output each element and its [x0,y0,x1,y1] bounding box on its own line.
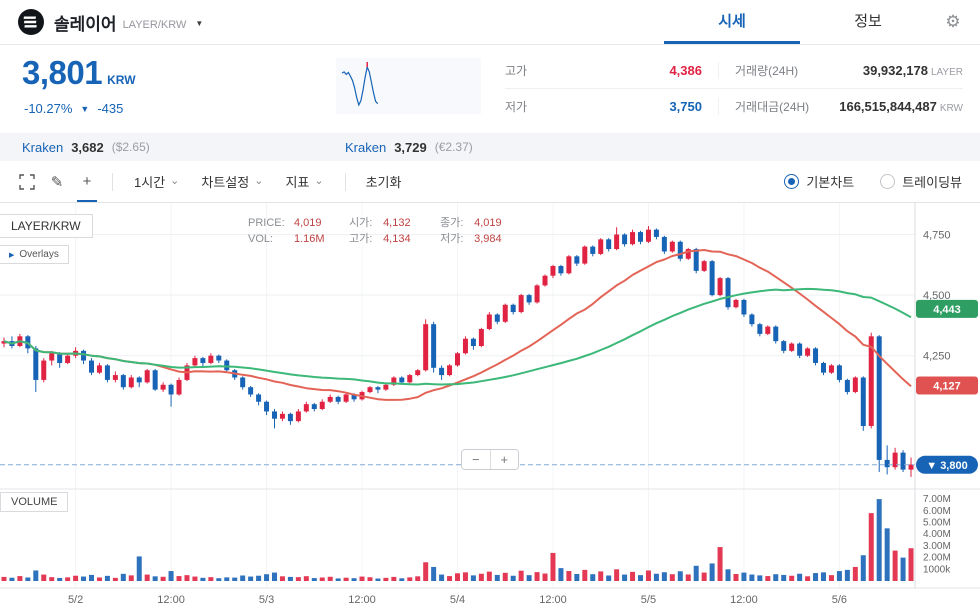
svg-text:6.00M: 6.00M [923,506,951,517]
tab-price[interactable]: 시세 [664,0,800,44]
price-summary: 3,801 KRW -10.27% ▼ -435 고가 4,386 거래량(24… [0,44,980,133]
svg-text:5.00M: 5.00M [923,518,951,529]
change-amount: -435 [97,101,124,116]
svg-text:5/2: 5/2 [68,594,83,606]
tradingview-radio[interactable]: 트레이딩뷰 [880,172,962,191]
pencil-icon: ✎ [50,173,64,191]
coin-name: 솔레이어 [54,14,117,34]
stat-low: 저가 3,750 [505,98,719,115]
price-chart-canvas[interactable]: 5/2 12:00 5/3 12:00 5/4 12:00 5/5 12:00 5/6 4,750… [0,203,980,611]
caret-down-icon: ▼ [195,18,204,28]
gear-icon: ⚙ [945,12,961,31]
chart-toolbar: ✎ + 1시간 ⌄ 차트설정 ⌄ 지표 ⌄ 초기화 기본차트 트레이딩뷰 [0,161,980,203]
tab-info[interactable]: 정보 [854,13,882,30]
plus-icon: + [82,173,92,190]
reference-price-bar: Kraken 3,682 ($2.65) Kraken 3,729 (€2.37… [0,133,980,161]
top-bar: 솔레이어 LAYER/KRW ▼ 시세 정보 ⚙ [0,0,980,45]
svg-text:4,443: 4,443 [933,304,961,316]
indicators-dropdown[interactable]: 지표 ⌄ [285,174,324,191]
header-tabs: 시세 정보 [664,0,936,44]
chart-mode-switch: 기본차트 트레이딩뷰 [784,172,968,191]
mini-chart [336,58,481,114]
svg-text:▼ 3,800: ▼ 3,800 [926,460,967,472]
basic-chart-radio[interactable]: 기본차트 [784,172,854,191]
toolbar-separator [112,172,113,191]
svg-text:3.00M: 3.00M [923,541,951,552]
svg-text:5/3: 5/3 [259,594,274,606]
down-arrow-icon: ▼ [80,103,90,114]
chart-settings-dropdown[interactable]: 차트설정 ⌄ [201,174,264,191]
stat-high: 고가 4,386 [505,62,719,79]
add-tool-button[interactable]: + [72,167,102,202]
chevron-down-icon: ⌄ [254,174,264,187]
svg-text:4.00M: 4.00M [923,529,951,540]
chart-symbol-label: LAYER/KRW [0,214,93,238]
current-price: 3,801 KRW [22,54,136,92]
current-price-currency: KRW [107,73,136,87]
svg-text:12:00: 12:00 [157,594,185,606]
radio-on-icon [784,174,800,189]
svg-text:4,750: 4,750 [923,230,951,242]
settings-button[interactable]: ⚙ [938,0,968,44]
current-price-value: 3,801 [22,54,103,91]
chart-area: 5/2 12:00 5/3 12:00 5/4 12:00 5/5 12:00 5/6 4,750… [0,203,980,611]
reset-chart-button[interactable]: 초기화 [365,175,402,190]
svg-text:12:00: 12:00 [348,594,376,606]
volume-panel-label: VOLUME [0,492,69,512]
pair-code: LAYER/KRW [122,18,187,31]
fullscreen-tool-button[interactable] [12,167,42,197]
overlays-toggle[interactable]: ▶ Overlays [0,245,69,264]
kraken-usd-link[interactable]: Kraken [22,139,64,155]
kraken-usd-item: Kraken 3,682 ($2.65) [22,139,150,155]
market-stats: 고가 4,386 거래량(24H) 39,932,178 LAYER 저가 3,7… [505,53,963,124]
coin-logo-icon [18,9,44,35]
toolbar-separator [344,172,346,191]
svg-text:12:00: 12:00 [730,594,758,606]
svg-text:4,500: 4,500 [923,290,951,302]
draw-tool-button[interactable]: ✎ [42,167,72,197]
market-selector[interactable]: 솔레이어 LAYER/KRW ▼ [18,0,203,44]
price-change: -10.27% ▼ -435 [24,101,123,116]
kraken-eur-link[interactable]: Kraken [345,139,387,155]
zoom-control: − + [461,449,519,470]
svg-text:2.00M: 2.00M [923,553,951,564]
svg-text:5/5: 5/5 [641,594,656,606]
zoom-in-button[interactable]: + [489,450,518,469]
interval-dropdown[interactable]: 1시간 ⌄ [134,174,180,191]
svg-text:5/6: 5/6 [832,594,847,606]
chevron-down-icon: ⌄ [314,174,324,187]
chevron-down-icon: ⌄ [170,174,180,187]
mini-sparkline [341,62,379,107]
svg-text:4,127: 4,127 [933,381,961,393]
stat-turnover: 거래대금(24H) 166,515,844,487 KRW [735,99,963,114]
change-percent: -10.27% [24,101,73,116]
candle-info-legend: PRICE: 4,019 시가: 4,132 종가: 4,019 VOL: 1.16M … [248,217,502,245]
kraken-eur-item: Kraken 3,729 (€2.37) [345,139,473,155]
svg-text:1000k: 1000k [923,564,951,575]
stat-volume: 거래량(24H) 39,932,178 LAYER [735,63,963,78]
play-icon: ▶ [9,251,15,259]
radio-off-icon [880,174,896,189]
svg-text:5/4: 5/4 [450,594,465,606]
svg-text:4,250: 4,250 [923,351,951,363]
fullscreen-icon [19,173,35,190]
svg-text:12:00: 12:00 [539,594,567,606]
svg-text:7.00M: 7.00M [923,494,951,505]
zoom-out-button[interactable]: − [462,450,490,469]
